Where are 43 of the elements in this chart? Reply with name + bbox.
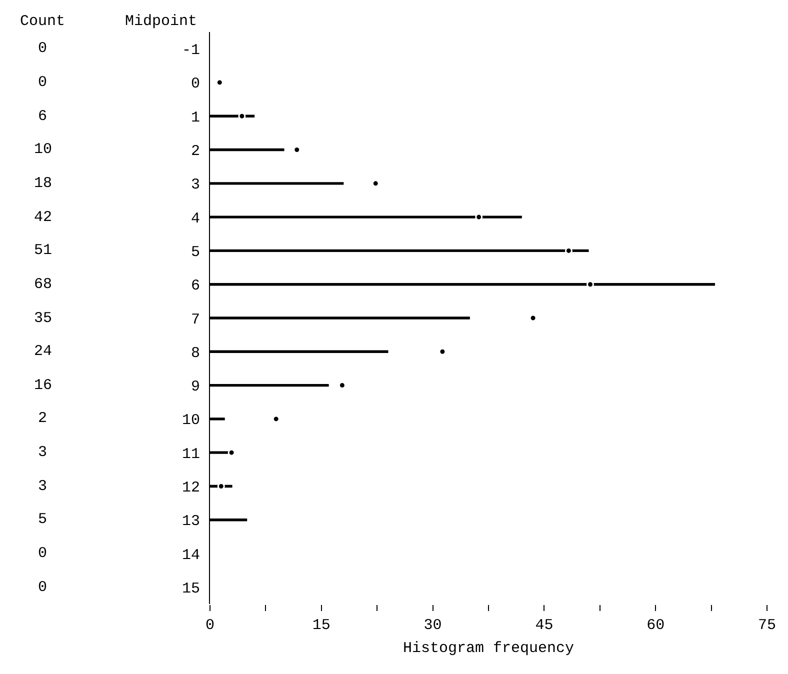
data-label: 18 <box>34 175 52 192</box>
y-tick-label: 12 <box>182 479 200 496</box>
y-tick-label: 15 <box>182 580 200 598</box>
data-label: 10 <box>34 141 52 158</box>
data-label: 2 <box>38 410 48 427</box>
data-label: 16 <box>34 377 52 394</box>
y-tick-label: 1 <box>190 109 200 126</box>
y-tick-label: 5 <box>190 244 200 261</box>
x-axis-title: Histogram frequency <box>402 640 574 657</box>
y-tick-label: 7 <box>190 311 200 328</box>
data-label: 3 <box>38 478 48 495</box>
y-tick-label: 13 <box>182 513 200 530</box>
data-label: 51 <box>34 242 52 259</box>
data-label: 0 <box>38 579 48 596</box>
y-tick-label: 11 <box>182 446 200 463</box>
y-axis-title: Midpoint <box>125 13 198 30</box>
text: Count <box>20 13 66 30</box>
x-tick-label: 75 <box>758 617 776 634</box>
x-tick-label: 0 <box>205 617 215 634</box>
y-tick-label: 8 <box>190 344 200 362</box>
x-tick-label: 60 <box>646 617 665 634</box>
data-label: 24 <box>34 343 52 360</box>
y-tick-label: 6 <box>190 278 200 295</box>
data-label: 3 <box>38 444 48 461</box>
data-label: 35 <box>34 310 52 327</box>
data-label: 0 <box>38 74 48 91</box>
y-tick-label: 0 <box>190 76 200 93</box>
y-tick-label: -1 <box>182 42 200 60</box>
x-tick-label: 30 <box>424 617 442 634</box>
x-tick-label: 15 <box>312 617 330 634</box>
data-label: 0 <box>38 40 48 57</box>
data-label: 6 <box>38 108 48 125</box>
y-tick-label: 4 <box>190 210 200 228</box>
y-tick-label: 2 <box>190 143 200 160</box>
y-tick-label: 10 <box>182 412 200 430</box>
y-tick-label: 3 <box>190 176 200 194</box>
data-label: 42 <box>34 209 52 226</box>
x-tick-label: 45 <box>535 617 554 634</box>
data-label: 0 <box>38 545 48 562</box>
data-label: 5 <box>38 511 48 528</box>
data-label: 68 <box>34 276 52 293</box>
y-tick-label: 9 <box>190 378 200 396</box>
y-tick-label: 14 <box>182 546 200 564</box>
